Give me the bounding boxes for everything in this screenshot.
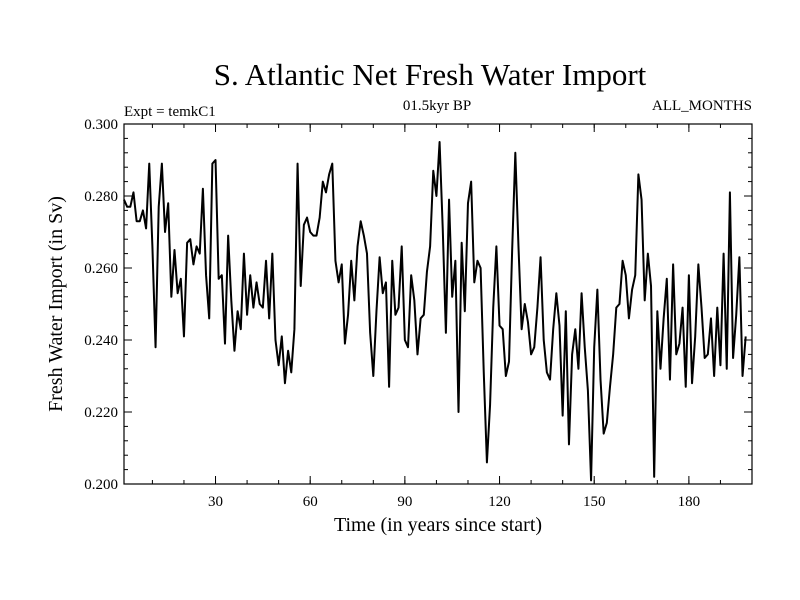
x-tick-label: 30 [208,494,223,510]
period-label: 01.5kyr BP [403,98,471,114]
y-tick-label: 0.300 [84,117,118,133]
months-label: ALL_MONTHS [652,98,752,114]
chart-title: S. Atlantic Net Fresh Water Import [214,57,647,92]
y-tick-label: 0.200 [84,477,118,493]
y-tick-label: 0.220 [84,405,118,421]
y-tick-label: 0.260 [84,261,118,277]
y-tick-label: 0.240 [84,333,118,349]
axis-ticks [124,123,752,485]
x-tick-label: 120 [488,494,511,510]
series-line-fresh-water-import [123,141,747,482]
x-tick-label: 60 [303,494,318,510]
tick-labels: 30 60 90 120 150 180 0.200 0.220 0.240 0.260 0.280… [84,117,700,510]
y-axis-label: Fresh Water Import (in Sv) [45,196,67,412]
plot-frame [123,123,753,485]
experiment-label: Expt = temkC1 [124,104,216,120]
x-axis-label: Time (in years since start) [334,514,542,536]
x-tick-label: 180 [678,494,701,510]
x-tick-label: 90 [397,494,412,510]
x-tick-label: 150 [583,494,606,510]
y-tick-label: 0.280 [84,189,118,205]
